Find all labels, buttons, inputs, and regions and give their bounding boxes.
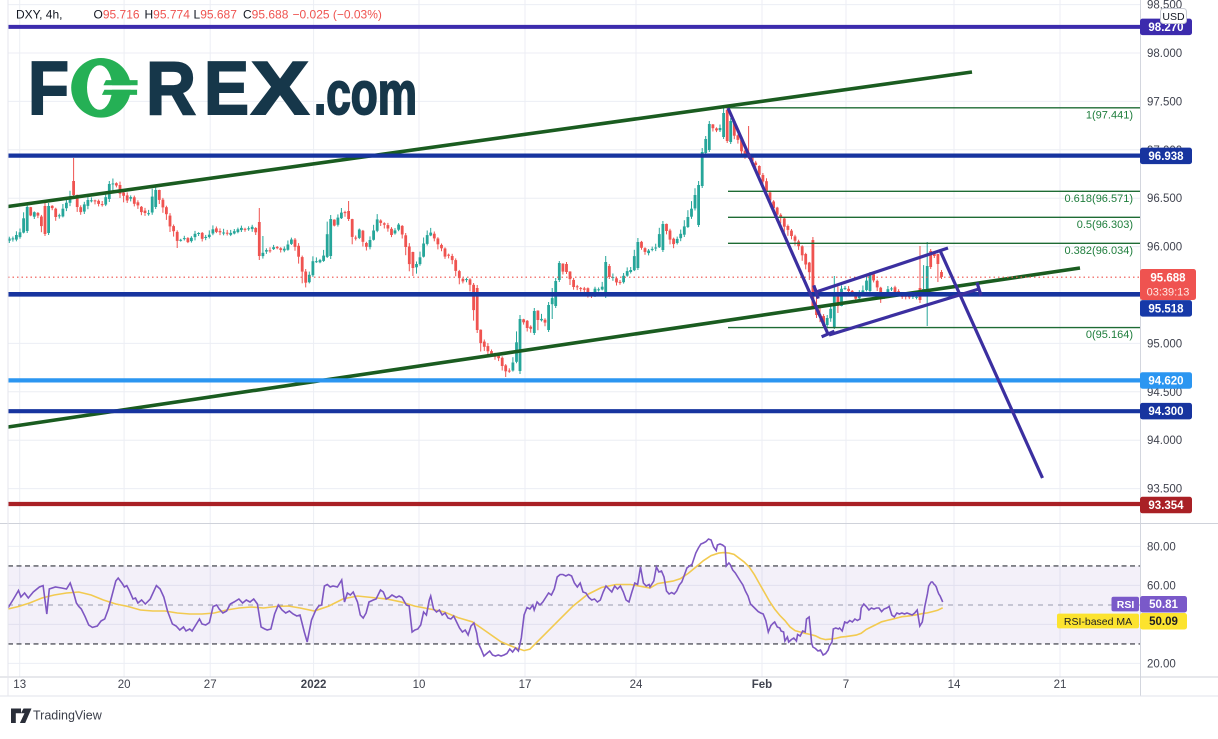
svg-text:95.688: 95.688	[1150, 273, 1186, 285]
svg-text:97.500: 97.500	[1147, 96, 1182, 108]
svg-text:93.354: 93.354	[1148, 500, 1184, 512]
svg-text:27: 27	[204, 679, 217, 691]
svg-text:50.09: 50.09	[1149, 616, 1178, 628]
svg-text:20: 20	[118, 679, 131, 691]
svg-text:98.000: 98.000	[1147, 48, 1182, 60]
svg-text:17: 17	[519, 679, 532, 691]
svg-text:96.500: 96.500	[1147, 193, 1182, 205]
svg-text:21: 21	[1054, 679, 1067, 691]
svg-text:98.500: 98.500	[1147, 0, 1182, 12]
svg-text:60.00: 60.00	[1147, 580, 1176, 592]
svg-text:−0.025 (−0.03%): −0.025 (−0.03%)	[293, 8, 382, 22]
svg-text:20.00: 20.00	[1147, 658, 1176, 670]
svg-text:95.518: 95.518	[1148, 303, 1184, 315]
svg-text:0.5(96.303): 0.5(96.303)	[1077, 219, 1133, 231]
svg-text:24: 24	[630, 679, 643, 691]
svg-text:DXY, 4h,: DXY, 4h,	[16, 8, 62, 22]
svg-text:E: E	[204, 46, 249, 130]
svg-text:F: F	[28, 46, 69, 130]
svg-text:1(97.441): 1(97.441)	[1086, 109, 1133, 121]
svg-text:0(95.164): 0(95.164)	[1086, 329, 1133, 341]
svg-text:R: R	[146, 46, 196, 130]
svg-text:80.00: 80.00	[1147, 541, 1176, 553]
svg-text:C95.688: C95.688	[243, 8, 289, 22]
svg-text:94.300: 94.300	[1148, 406, 1183, 418]
svg-text:0.382(96.034): 0.382(96.034)	[1065, 245, 1134, 257]
svg-text:98.270: 98.270	[1148, 22, 1183, 34]
svg-text:RSI: RSI	[1117, 599, 1135, 611]
svg-text:2022: 2022	[301, 679, 327, 691]
svg-text:7: 7	[843, 679, 849, 691]
svg-text:03:39:13: 03:39:13	[1147, 287, 1190, 299]
svg-text:50.81: 50.81	[1149, 599, 1178, 611]
svg-text:94.500: 94.500	[1147, 387, 1182, 399]
svg-text:H95.774: H95.774	[145, 8, 191, 22]
svg-text:Feb: Feb	[752, 679, 772, 691]
svg-text:X: X	[251, 46, 309, 130]
svg-text:96.938: 96.938	[1148, 151, 1184, 163]
svg-text:.com: .com	[314, 60, 417, 127]
svg-text:95.000: 95.000	[1147, 338, 1182, 350]
svg-text:94.000: 94.000	[1147, 435, 1182, 447]
svg-text:L95.687: L95.687	[194, 8, 238, 22]
svg-text:94.620: 94.620	[1148, 376, 1183, 388]
svg-text:96.000: 96.000	[1147, 242, 1182, 254]
svg-text:O95.716: O95.716	[94, 8, 140, 22]
svg-text:RSI-based MA: RSI-based MA	[1064, 616, 1132, 628]
svg-text:14: 14	[948, 679, 961, 691]
svg-text:0.618(96.571): 0.618(96.571)	[1065, 193, 1134, 205]
svg-text:USD: USD	[1162, 11, 1185, 23]
svg-text:93.500: 93.500	[1147, 484, 1182, 496]
svg-text:TradingView: TradingView	[33, 709, 103, 723]
svg-text:13: 13	[13, 679, 26, 691]
svg-text:10: 10	[413, 679, 426, 691]
